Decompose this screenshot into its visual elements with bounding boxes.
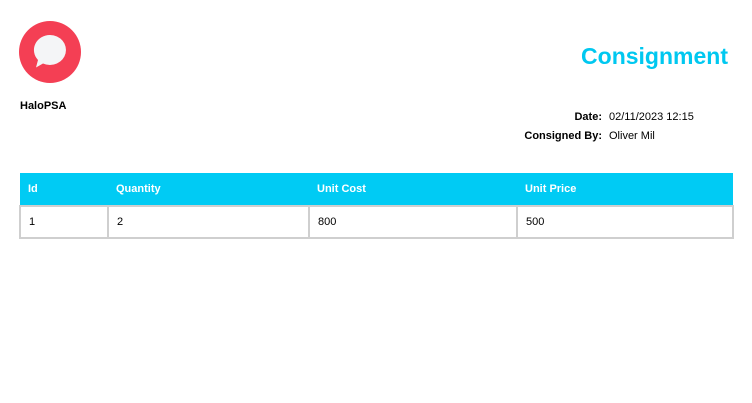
halopsa-logo <box>19 21 81 83</box>
table-row: 1 2 800 500 <box>19 205 734 239</box>
cell-quantity: 2 <box>107 205 310 239</box>
meta-info: Date: 02/11/2023 12:15 Consigned By: Olive… <box>500 107 694 145</box>
cell-unit-price: 500 <box>516 205 734 239</box>
consignment-table: Id Quantity Unit Cost Unit Price 1 2 800… <box>19 173 734 239</box>
company-name: HaloPSA <box>20 100 67 112</box>
column-header: Id <box>20 173 108 206</box>
table-header: Id Quantity Unit Cost Unit Price <box>20 173 733 206</box>
cell-unit-cost: 800 <box>308 205 518 239</box>
page-title: Consignment <box>581 43 728 69</box>
column-header: Quantity <box>108 173 309 206</box>
column-header: Unit Cost <box>309 173 517 206</box>
column-header: Unit Price <box>517 173 733 206</box>
meta-date: Date: 02/11/2023 12:15 <box>574 110 694 123</box>
meta-consigned-by: Consigned By: Oliver Mil <box>524 129 655 142</box>
cell-id: 1 <box>19 205 109 239</box>
